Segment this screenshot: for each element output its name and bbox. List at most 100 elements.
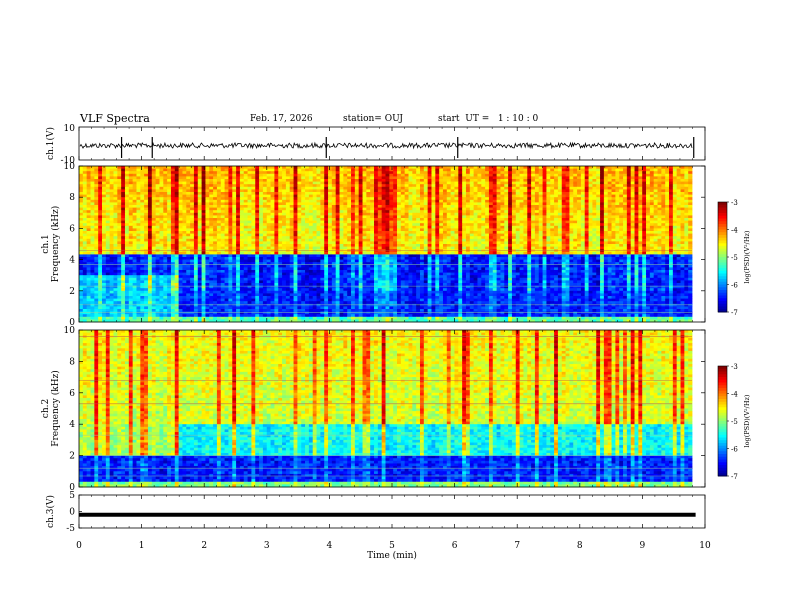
spectrogram-cell [278, 181, 283, 185]
spectrogram-cell [324, 236, 329, 240]
spectrogram-cell [396, 179, 402, 182]
spectrogram-cell [431, 236, 436, 240]
spectrogram-cell [531, 166, 536, 169]
spectrogram-cell [511, 199, 517, 203]
spectrogram-cell [523, 168, 528, 172]
spectrogram-cell [527, 184, 532, 188]
spectrogram-cell [224, 228, 229, 232]
spectrogram-cell [182, 228, 187, 232]
spectrogram-cell [328, 207, 333, 211]
spectrogram-cell [109, 184, 114, 188]
spectrogram-cell [408, 210, 413, 214]
spectrogram-cell [163, 181, 168, 185]
spectrogram-cell [232, 241, 237, 245]
spectrogram-cell [504, 223, 509, 227]
spectrogram-cell [450, 207, 455, 211]
spectrogram-cell [504, 241, 509, 245]
spectrogram-cell [312, 184, 317, 188]
spectrogram-cell [98, 225, 103, 229]
spectrogram-cell [630, 166, 635, 169]
spectrogram-cell [542, 241, 547, 245]
spectrogram-cell [216, 194, 222, 198]
spectrogram-cell [515, 218, 520, 221]
spectrogram-cell [82, 225, 88, 229]
spectrogram-cell [312, 210, 317, 214]
spectrogram-cell [435, 173, 440, 177]
chart-title: VLF Spectra [80, 112, 150, 125]
spectrogram-cell [419, 194, 425, 198]
spectrogram-cell [465, 218, 471, 221]
spectrogram-cell [565, 168, 570, 172]
spectrogram-cell [619, 186, 624, 190]
spectrogram-cell [82, 223, 88, 227]
spectrogram-cell [343, 233, 348, 237]
spectrogram-cell [362, 171, 367, 175]
spectrogram-cell [431, 202, 436, 206]
spectrogram-cell [561, 173, 566, 177]
spectrogram-cell [182, 238, 187, 242]
spectrogram-cell [220, 220, 225, 224]
spectrogram-cell [400, 215, 406, 219]
spectrogram-cell [465, 238, 471, 242]
spectrogram-cell [569, 207, 574, 211]
spectrogram-cell [132, 210, 137, 214]
spectrogram-cell [90, 166, 95, 169]
spectrogram-cell [538, 220, 543, 224]
spectrogram-cell [90, 207, 95, 211]
spectrogram-cell [236, 225, 241, 229]
spectrogram-cell [500, 184, 505, 188]
spectrogram-cell [485, 173, 490, 177]
spectrogram-cell [626, 231, 632, 234]
spectrogram-cell [147, 192, 153, 195]
spectrogram-cell [239, 168, 245, 172]
spectrogram-cell [282, 173, 287, 177]
spectrogram-cell [669, 212, 674, 216]
spectrogram-cell [335, 168, 340, 172]
spectrogram-cell [155, 184, 160, 188]
spectrogram-cell [144, 218, 149, 221]
spectrogram-cell [661, 189, 666, 193]
spectrogram-cell [630, 236, 635, 240]
spectrogram-cell [324, 202, 329, 206]
spectrogram-cell [132, 173, 137, 177]
spectrogram-cell [101, 236, 107, 240]
spectrogram-cell [584, 168, 589, 172]
spectrogram-cell [170, 233, 176, 237]
spectrogram-cell [285, 192, 291, 195]
spectrogram-cell [247, 171, 252, 175]
spectrogram-cell [419, 210, 425, 214]
spectrogram-cell [619, 199, 624, 203]
spectrogram-cell [657, 220, 662, 224]
spectrogram-cell [458, 231, 463, 234]
spectrogram-cell [465, 207, 471, 211]
spectrogram-cell [439, 176, 444, 180]
spectrogram-cell [140, 197, 145, 201]
spectrogram-cell [400, 223, 406, 227]
spectrogram-cell [186, 197, 191, 201]
spectrogram-cell [259, 231, 264, 234]
spectrogram-cell [396, 215, 402, 219]
spectrogram-cell [569, 192, 574, 195]
spectrogram-cell [669, 168, 674, 172]
spectrogram-cell [366, 166, 371, 169]
spectrogram-cell [278, 218, 283, 221]
spectrogram-cell [404, 238, 409, 242]
spectrogram-cell [347, 241, 352, 245]
spectrogram-cell [236, 233, 241, 237]
spectrogram-cell [105, 228, 111, 232]
spectrogram-cell [477, 205, 482, 208]
spectrogram-cell [488, 202, 494, 206]
spectrogram-cell [577, 192, 582, 195]
spectrogram-cell [592, 184, 597, 188]
spectrogram-cell [278, 225, 283, 229]
spectrogram-cell [305, 166, 310, 169]
spectrogram-cell [113, 215, 118, 219]
spectrogram-cell [676, 223, 681, 227]
spectrogram-cell [669, 210, 674, 214]
spectrogram-cell [626, 192, 632, 195]
spectrogram-cell [101, 186, 107, 190]
spectrogram-cell [492, 241, 497, 245]
spectrogram-cell [354, 231, 360, 234]
spectrogram-cell [653, 189, 658, 193]
spectrogram-cell [527, 194, 532, 198]
